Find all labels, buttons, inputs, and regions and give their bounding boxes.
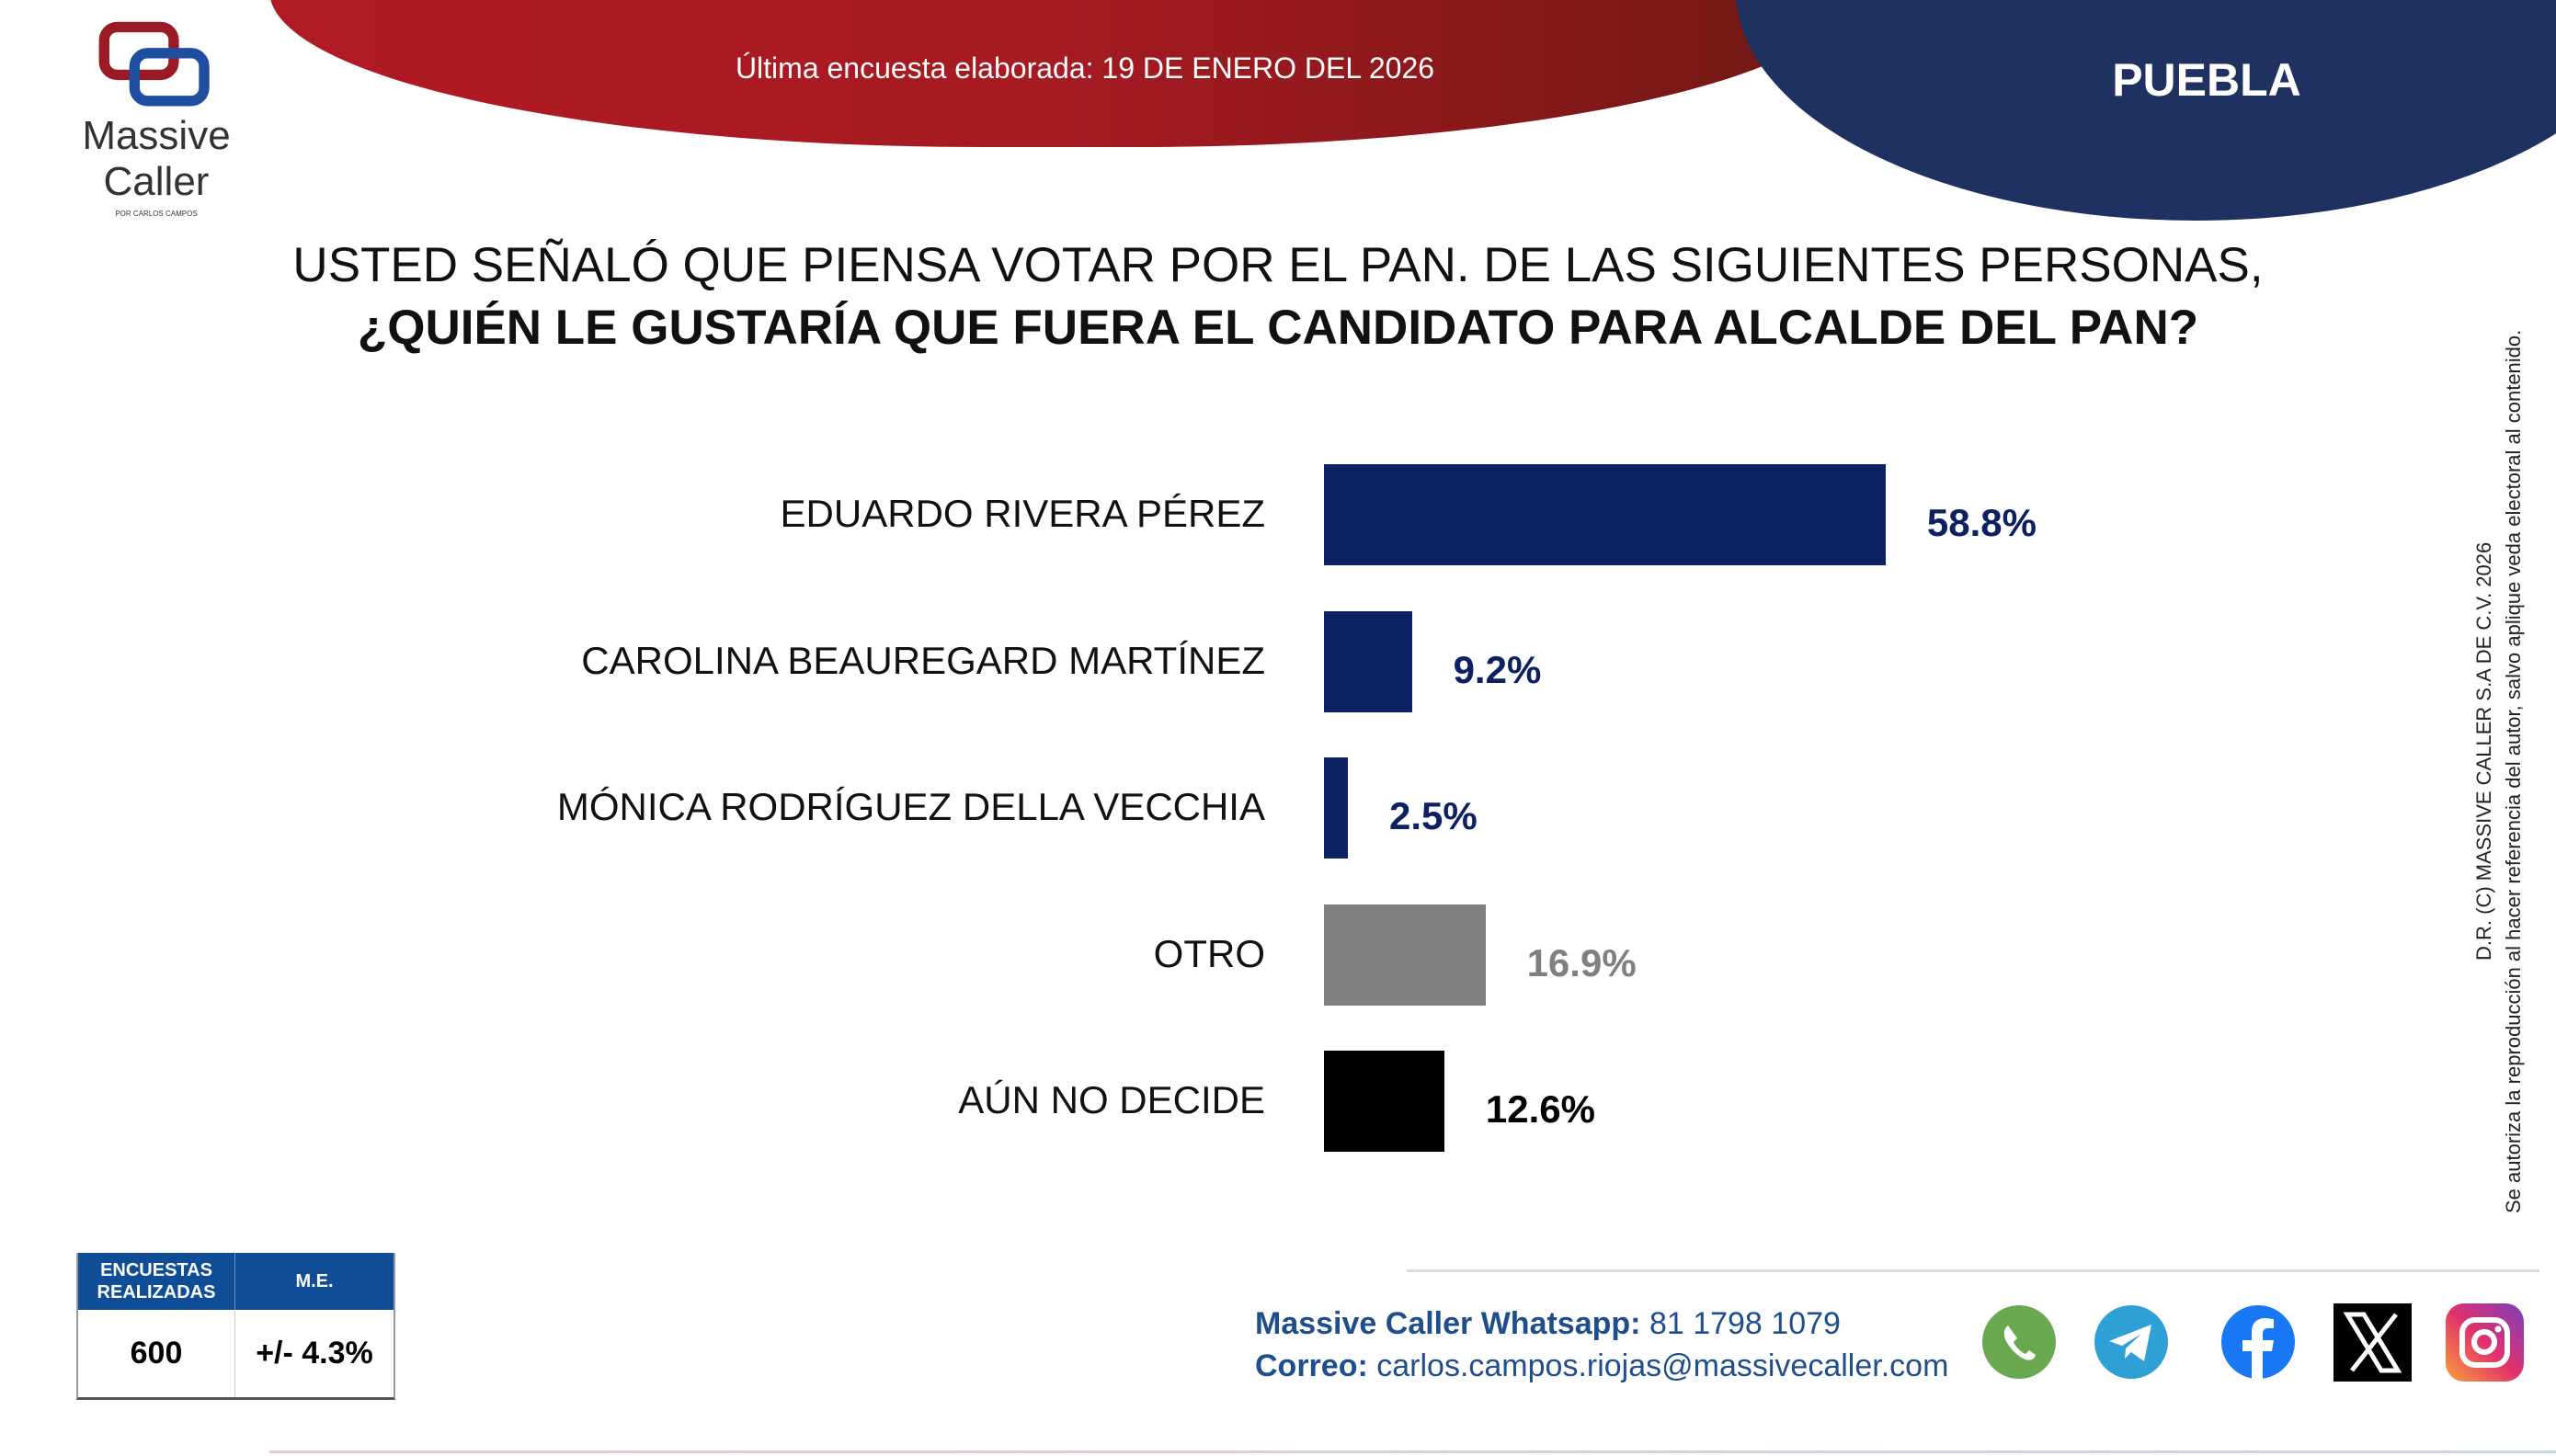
survey-date: Última encuesta elaborada: 19 DE ENERO D…: [735, 51, 1435, 85]
instagram-icon[interactable]: [2446, 1303, 2524, 1382]
bar: [1324, 904, 1486, 1006]
email-address[interactable]: carlos.campos.riojas@massivecaller.com: [1376, 1348, 1949, 1383]
bottom-divider: [269, 1450, 2556, 1453]
stats-table: ENCUESTAS REALIZADAS M.E. 600 +/- 4.3%: [76, 1253, 395, 1400]
bar: [1324, 464, 1886, 565]
contact-email: Correo: carlos.campos.riojas@massivecall…: [1255, 1348, 1948, 1384]
bar: [1324, 1051, 1444, 1152]
logo-subtext: POR CARLOS CAMPOS: [115, 210, 198, 218]
telegram-icon[interactable]: [2093, 1303, 2171, 1382]
category-label: AÚN NO DECIDE: [958, 1078, 1265, 1121]
header-blue-shape: [1736, 0, 2556, 221]
logo-text-massive: Massive: [82, 113, 231, 158]
bar: [1324, 757, 1348, 859]
reproduction-notice: Se autoriza la reproducción al hacer ref…: [2502, 329, 2525, 1213]
category-label: EDUARDO RIVERA PÉREZ: [780, 492, 1265, 535]
whatsapp-icon[interactable]: [1980, 1303, 2059, 1382]
stats-margin-value: +/- 4.3%: [256, 1336, 373, 1371]
stats-header-surveys: ENCUESTAS REALIZADAS: [78, 1253, 235, 1310]
bar: [1324, 611, 1412, 712]
facebook-icon[interactable]: [2219, 1303, 2298, 1382]
value-label: 16.9%: [1526, 941, 1637, 984]
whatsapp-number[interactable]: 81 1798 1079: [1649, 1306, 1841, 1341]
region-title: PUEBLA: [2112, 54, 2301, 106]
x-icon[interactable]: [2333, 1303, 2412, 1382]
value-label: 2.5%: [1388, 794, 1478, 837]
question-line-2: ¿QUIÉN LE GUSTARÍA QUE FUERA EL CANDIDAT…: [357, 301, 2199, 355]
logo-mark-icon: [98, 21, 210, 107]
email-label: Correo:: [1255, 1348, 1368, 1383]
value-label: 9.2%: [1453, 648, 1542, 691]
footer-divider: [1407, 1269, 2539, 1272]
whatsapp-label: Massive Caller Whatsapp:: [1255, 1306, 1641, 1341]
value-label: 12.6%: [1485, 1087, 1595, 1131]
category-label: OTRO: [1153, 932, 1265, 975]
value-label: 58.8%: [1926, 501, 2037, 544]
stats-surveys-value: 600: [78, 1310, 235, 1397]
stats-header-margin: M.E.: [235, 1253, 394, 1310]
massive-caller-logo: Massive Caller POR CARLOS CAMPOS: [55, 18, 257, 225]
category-label: MÓNICA RODRÍGUEZ DELLA VECCHIA: [556, 785, 1265, 828]
category-label: CAROLINA BEAUREGARD MARTÍNEZ: [581, 639, 1265, 682]
logo-text-caller: Caller: [103, 159, 210, 204]
question-line-1: USTED SEÑALÓ QUE PIENSA VOTAR POR EL PAN…: [292, 238, 2264, 292]
copyright-text: D.R. (C) MASSIVE CALLER S.A DE C.V. 2026: [2472, 541, 2495, 961]
contact-whatsapp: Massive Caller Whatsapp: 81 1798 1079: [1255, 1305, 1841, 1342]
